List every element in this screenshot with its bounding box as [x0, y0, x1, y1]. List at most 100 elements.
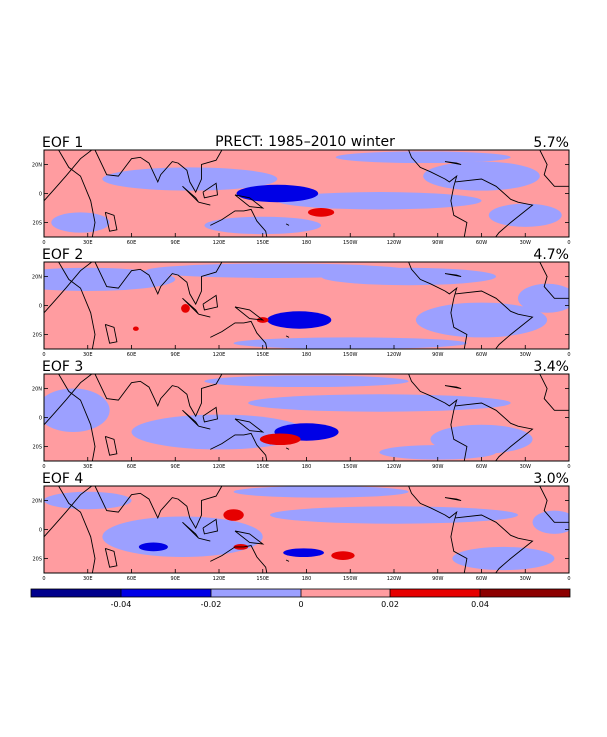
eof-panel-label: EOF 1 — [42, 135, 83, 151]
lon-tick-label: 150W — [343, 352, 358, 358]
coastline — [539, 262, 569, 299]
negative-anomaly — [283, 548, 325, 558]
lon-tick-label: 0 — [42, 240, 45, 246]
lon-tick-label: 30W — [520, 240, 531, 246]
lon-tick-label: 150W — [343, 464, 358, 470]
coastline — [198, 201, 211, 206]
coastline — [444, 273, 462, 277]
eof-variance: 3.4% — [533, 359, 569, 375]
coastline — [58, 262, 96, 349]
weak-negative-region — [335, 151, 511, 164]
eof-variance: 5.7% — [533, 135, 569, 151]
lon-tick-label: 120W — [387, 576, 402, 582]
lon-tick-label: 0 — [42, 464, 45, 470]
lon-tick-label: 180 — [302, 576, 312, 582]
weak-negative-region — [44, 388, 110, 432]
coastline — [182, 185, 199, 203]
coastline — [94, 150, 223, 194]
coastline — [444, 385, 462, 389]
lat-tick-label: 20N — [32, 275, 42, 281]
lon-tick-label: 90E — [170, 576, 180, 582]
weak-negative-region — [248, 394, 511, 412]
coastline — [285, 223, 290, 226]
lon-tick-label: 30W — [520, 464, 531, 470]
lon-tick-label: 60E — [127, 240, 137, 246]
lon-tick-label: 90E — [170, 464, 180, 470]
lon-tick-label: 150E — [256, 464, 269, 470]
positive-anomaly — [132, 326, 139, 331]
coastline — [234, 418, 265, 433]
lat-tick-label: 20N — [32, 163, 42, 169]
negative-anomaly — [267, 311, 332, 329]
eof-variance: 4.7% — [533, 247, 569, 263]
lon-tick-label: 30W — [520, 576, 531, 582]
lat-tick-label: 20N — [32, 499, 42, 505]
lon-tick-label: 30W — [520, 352, 531, 358]
weak-negative-region — [321, 267, 497, 286]
weak-negative-region — [452, 546, 555, 571]
lat-tick-label: 20S — [32, 333, 42, 339]
coastline — [210, 208, 268, 237]
coastline — [234, 306, 265, 321]
coastline — [408, 486, 468, 573]
lat-tick-label: 0 — [39, 304, 42, 310]
lon-tick-label: 150E — [256, 352, 269, 358]
coastline — [94, 374, 223, 418]
coastline — [210, 432, 268, 461]
eof-panel-label: EOF 2 — [42, 247, 83, 263]
coastline — [408, 374, 468, 461]
positive-anomaly — [307, 208, 335, 217]
lon-tick-label: 30E — [83, 464, 93, 470]
colorbar-label: -0.04 — [111, 600, 132, 609]
coastline — [234, 194, 265, 209]
colorbar: -0.04 -0.02 0 0.02 0.04 — [30, 588, 571, 609]
weak-negative-region — [277, 192, 482, 210]
lon-tick-label: 90E — [170, 240, 180, 246]
coastline — [44, 262, 93, 314]
lon-tick-label: 180 — [302, 464, 312, 470]
coastline — [104, 211, 118, 232]
lon-tick-label: 0 — [567, 576, 570, 582]
lat-tick-label: 20N — [32, 387, 42, 393]
eof-panel: 0 30E 60E 90E 120E 150E 180 150W 120W 90W 60W 30W 0 2… — [32, 359, 571, 470]
lon-tick-label: 150W — [343, 240, 358, 246]
coastline — [210, 544, 268, 573]
coastline — [182, 409, 199, 427]
colorbar-bin-6 — [480, 589, 570, 597]
lon-tick-label: 60W — [476, 464, 487, 470]
coastline — [182, 521, 199, 539]
lon-tick-label: 0 — [567, 240, 570, 246]
colorbar-bin-1 — [31, 589, 121, 597]
weak-negative-region — [204, 216, 322, 235]
coastline — [455, 514, 534, 573]
coastline — [44, 374, 93, 426]
coastline — [202, 518, 218, 535]
eof-panel: 0 30E 60E 90E 120E 150E 180 150W 120W 90W 60W 30W 0 2… — [32, 471, 571, 582]
lon-tick-label: 60W — [476, 352, 487, 358]
coastline — [539, 150, 569, 187]
lon-tick-label: 120E — [213, 464, 226, 470]
lon-tick-label: 0 — [567, 464, 570, 470]
coastline — [44, 150, 93, 202]
coastline — [104, 547, 118, 568]
eof-panel-label: EOF 3 — [42, 359, 83, 375]
lon-tick-label: 180 — [302, 352, 312, 358]
coastline — [285, 335, 290, 338]
weak-negative-region — [517, 283, 569, 313]
coastline — [44, 486, 93, 538]
colorbar-bin-4 — [301, 589, 390, 597]
lon-tick-label: 60E — [127, 576, 137, 582]
negative-anomaly — [138, 542, 168, 552]
colorbar-label: 0.02 — [381, 600, 399, 609]
lon-tick-label: 180 — [302, 240, 312, 246]
negative-anomaly — [236, 184, 319, 203]
coastline — [210, 320, 268, 349]
lon-tick-label: 150E — [256, 576, 269, 582]
lat-tick-label: 20S — [32, 557, 42, 563]
positive-anomaly — [259, 433, 301, 446]
weak-negative-region — [44, 491, 132, 510]
positive-anomaly — [331, 551, 355, 560]
lon-tick-label: 120W — [387, 352, 402, 358]
weak-negative-region — [415, 302, 548, 338]
coastline — [455, 290, 534, 349]
